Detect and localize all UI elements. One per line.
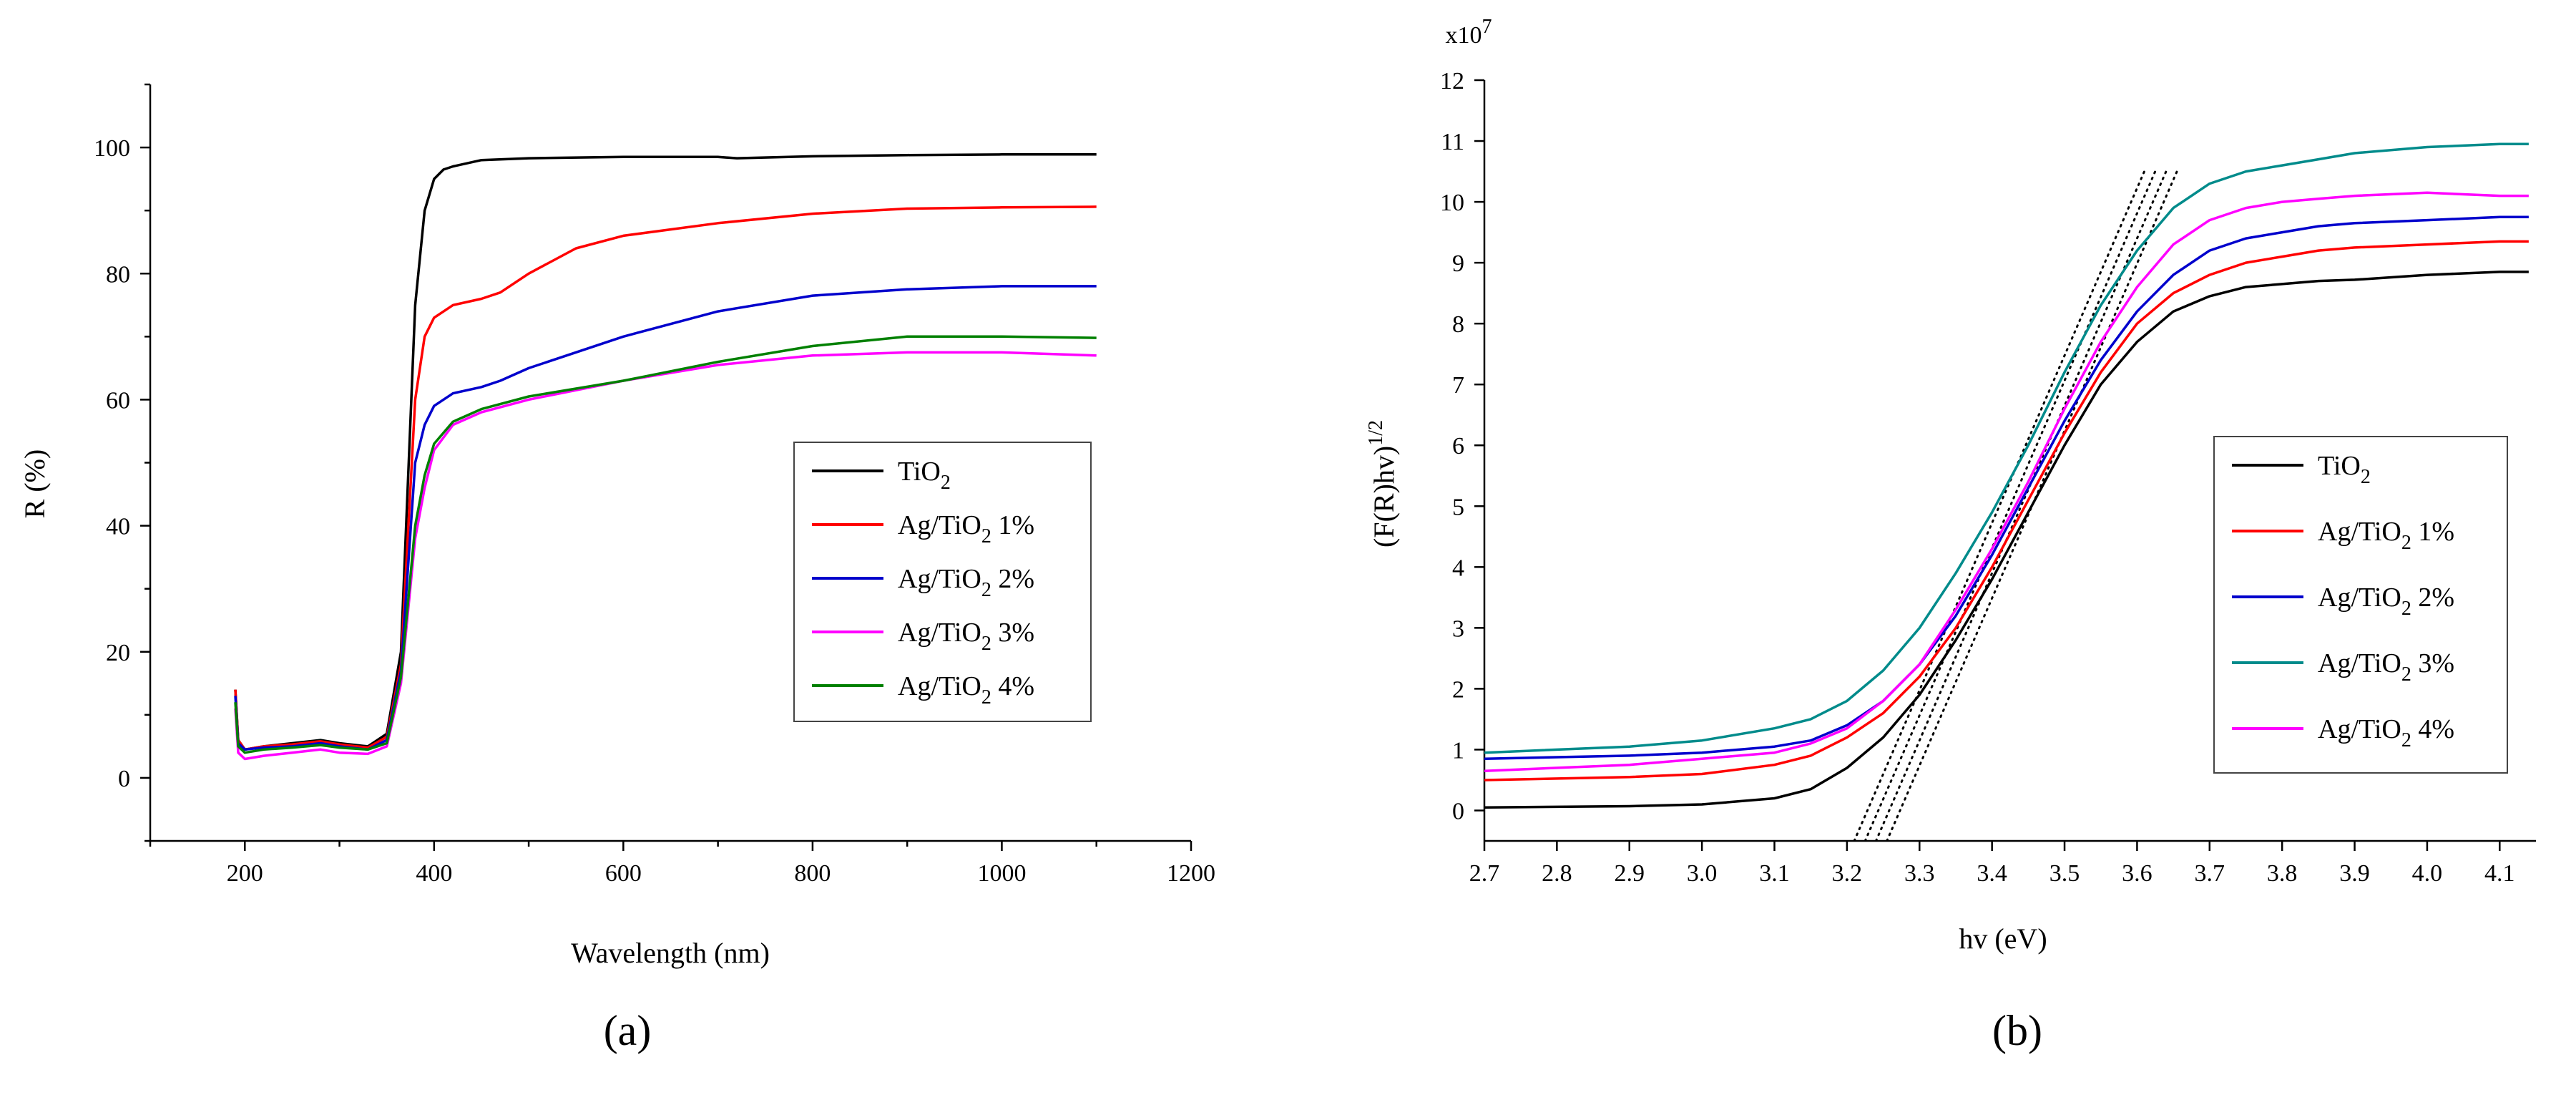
legend-label-4: Ag/TiO2 3% [898, 618, 1034, 655]
x-tick-label: 3.0 [1687, 860, 1718, 887]
x-tick-label: 1000 [977, 860, 1026, 887]
x-tick-label: 400 [416, 860, 452, 887]
legend-box [2213, 436, 2508, 774]
x-tick-label: 2.8 [1542, 860, 1572, 887]
legend-label-1: TiO2 [2318, 451, 2371, 488]
x-axis-label: hv (eV) [1959, 922, 2047, 955]
x-tick-label: 200 [227, 860, 263, 887]
tangent-line [1864, 170, 2157, 841]
series-line-5 [1484, 191, 2529, 772]
legend-label-5: Ag/TiO2 4% [898, 671, 1034, 709]
legend-label-2: Ag/TiO2 1% [898, 510, 1034, 547]
y-tick-label: 3 [1452, 615, 1464, 642]
x-tick-label: 3.7 [2195, 860, 2225, 887]
y-tick-label: 0 [1452, 798, 1464, 824]
y-axis-label: (F(R)hv)1/2 [1365, 420, 1400, 547]
y-tick-label: 0 [118, 766, 130, 792]
y-tick-label: 8 [1452, 311, 1464, 338]
x-tick-label: 3.3 [1904, 860, 1935, 887]
y-tick-label: 7 [1452, 372, 1464, 399]
y-axis-label: R (%) [19, 449, 51, 519]
series-line-1 [1484, 271, 2529, 809]
panel-label: (a) [604, 1007, 652, 1054]
legend-label-3: Ag/TiO2 2% [898, 564, 1034, 601]
x-tick-label: 800 [794, 860, 831, 887]
y-tick-label: 5 [1452, 494, 1464, 520]
y-tick-label: 80 [106, 261, 130, 288]
y-tick-label: 12 [1440, 68, 1464, 94]
x-tick-label: 3.5 [2049, 860, 2080, 887]
x-tick-label: 2.9 [1615, 860, 1645, 887]
x-tick-label: 4.1 [2484, 860, 2515, 887]
chart-panel-a: 200 400 600 800 1000 1200 0 20 40 60 80 100 TiO2 Ag/T… [19, 83, 1215, 1054]
x-tick-label: 2.7 [1469, 860, 1500, 887]
y-tick-label: 1 [1452, 737, 1464, 764]
plot-area [1484, 142, 2529, 841]
legend-box [793, 442, 1092, 722]
y-multiplier: x107 [1446, 16, 1492, 49]
x-tick-label: 3.6 [2122, 860, 2153, 887]
y-tick-label: 40 [106, 514, 130, 540]
x-tick-label: 1200 [1167, 860, 1215, 887]
x-tick-label: 3.9 [2339, 860, 2370, 887]
y-tick-label: 11 [1441, 129, 1464, 155]
y-tick-label: 100 [94, 135, 130, 162]
x-axis-label: Wavelength (nm) [571, 937, 770, 969]
x-tick-label: 600 [605, 860, 642, 887]
y-tick-label: 60 [106, 387, 130, 414]
x-tick-label: 4.0 [2412, 860, 2443, 887]
tangent-line [1886, 170, 2178, 841]
x-tick-label: 3.4 [1977, 860, 2007, 887]
legend: TiO2 Ag/TiO2 1% Ag/TiO2 2% Ag/TiO2 3% Ag/TiO… [793, 442, 1092, 722]
x-tick-label: 3.2 [1832, 860, 1863, 887]
legend-label-4: Ag/TiO2 3% [2318, 648, 2454, 686]
y-tick-label: 6 [1452, 433, 1464, 459]
series-line-2 [1484, 240, 2529, 782]
y-tick-label: 20 [106, 640, 130, 666]
tangent-line [1874, 170, 2168, 841]
tangent-line [1853, 170, 2146, 841]
x-tick-label: 3.1 [1759, 860, 1790, 887]
plot-area [234, 153, 1097, 761]
y-tick-label: 9 [1452, 250, 1464, 277]
legend-label-2: Ag/TiO2 1% [2318, 517, 2454, 554]
legend: TiO2 Ag/TiO2 1% Ag/TiO2 2% Ag/TiO2 3% Ag/TiO… [2213, 436, 2508, 774]
series-line-4 [1484, 142, 2529, 754]
y-tick-label: 2 [1452, 676, 1464, 703]
series-line-2 [234, 205, 1097, 751]
series-line-4 [234, 351, 1097, 761]
y-tick-label: 4 [1452, 555, 1464, 581]
series-line-5 [234, 335, 1097, 754]
x-tick-label: 3.8 [2267, 860, 2298, 887]
chart-panel-b: 2.7 2.8 2.9 3.0 3.1 3.2 3.3 3.4 3.5 3.6 3.7 3.8 3.9 4… [1365, 16, 2536, 1054]
series-line-3 [234, 285, 1097, 751]
legend-label-3: Ag/TiO2 2% [2318, 583, 2454, 620]
panel-label: (b) [1992, 1007, 2042, 1054]
y-tick-label: 10 [1440, 190, 1464, 216]
legend-label-1: TiO2 [898, 457, 951, 494]
legend-label-5: Ag/TiO2 4% [2318, 714, 2454, 751]
series-line-3 [1484, 215, 2529, 760]
